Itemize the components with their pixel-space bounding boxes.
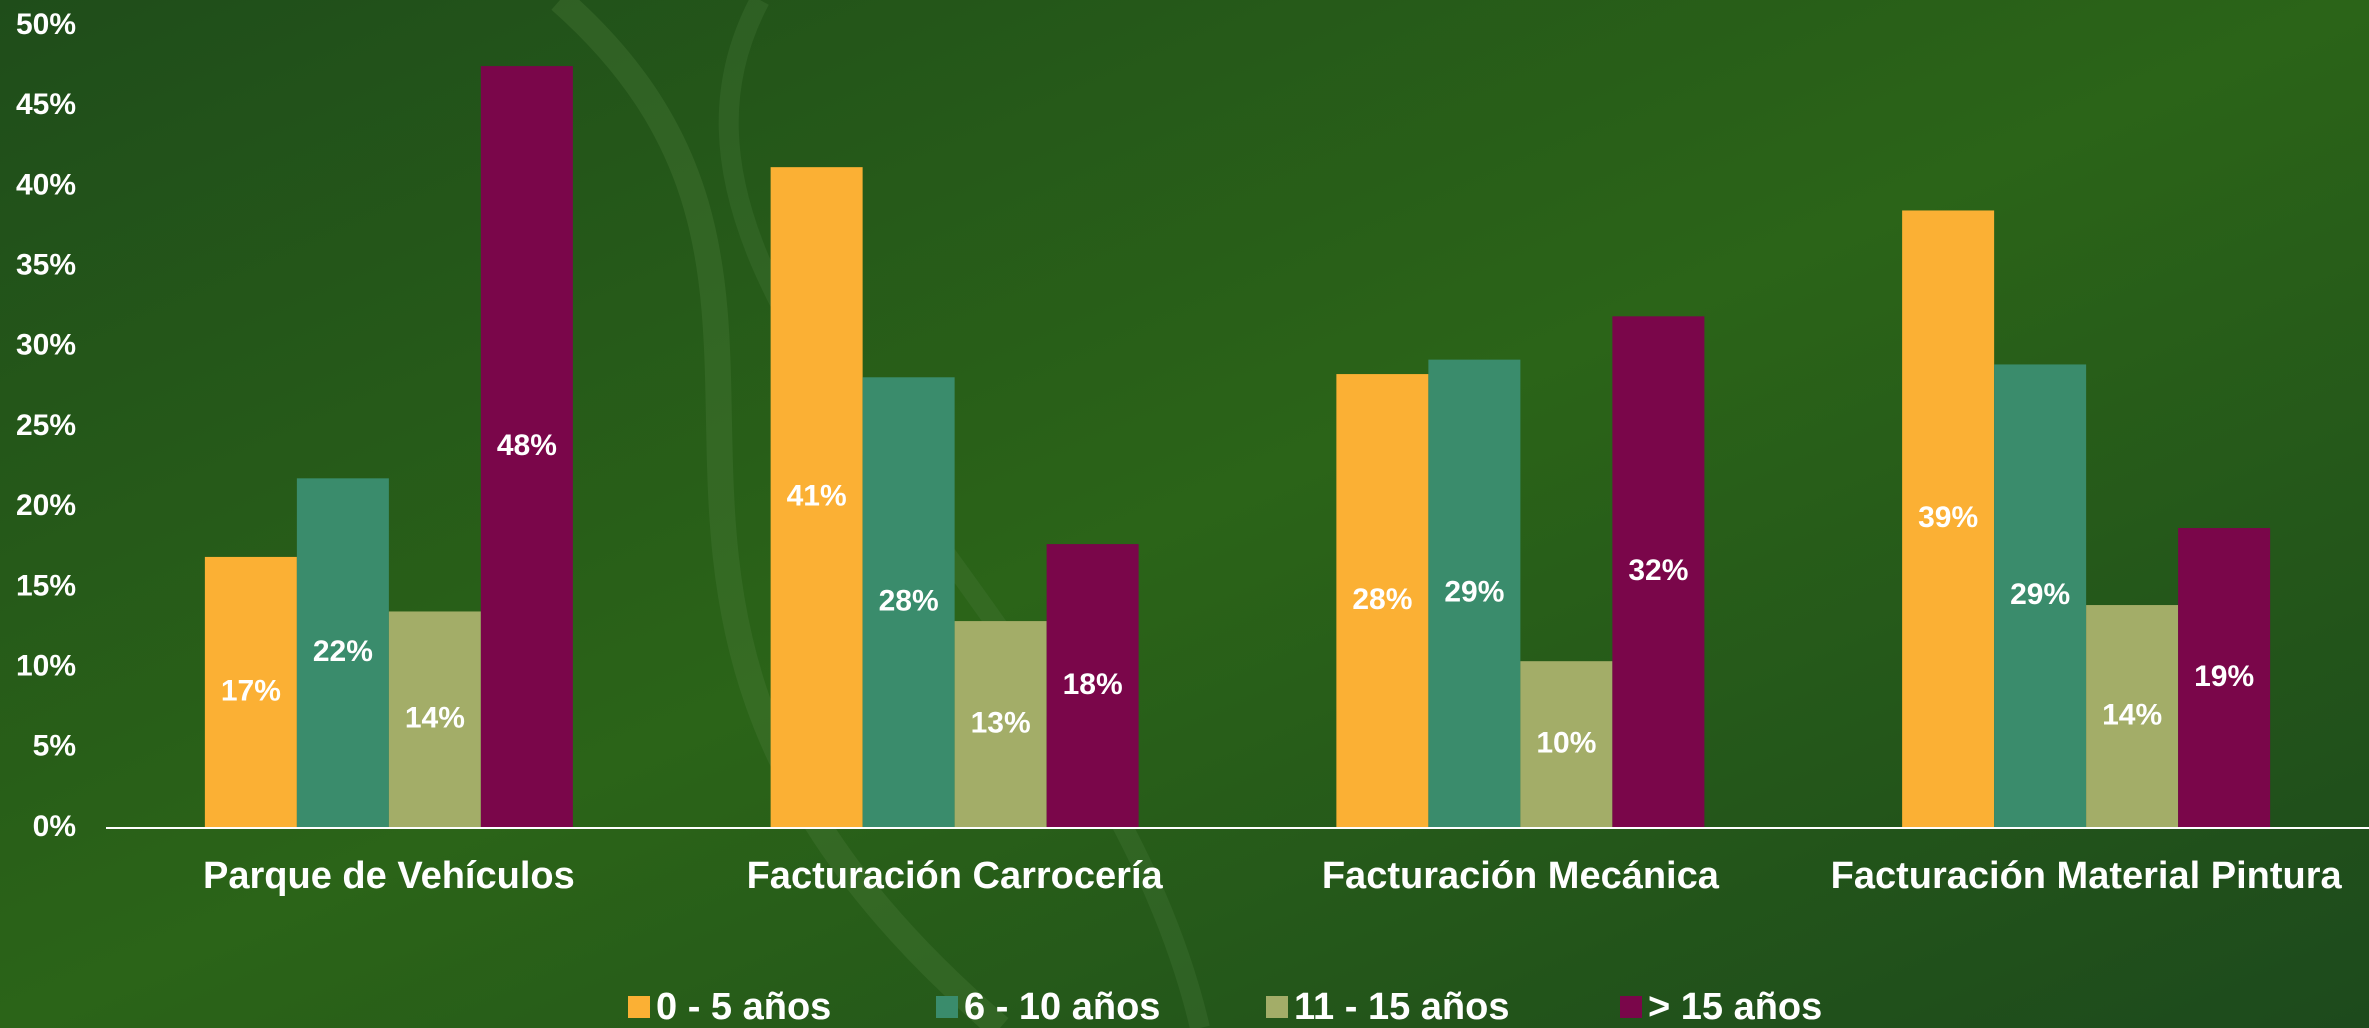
y-tick-label: 40% — [16, 168, 76, 201]
y-tick-label: 35% — [16, 249, 76, 282]
data-label: 39% — [1918, 501, 1978, 534]
chart: 0% 5% 10% 15% 20% 25% 30% 35% 40% 45% 50% 17% 22% 14%… — [0, 0, 2369, 1028]
x-tick-label: Facturación Material Pintura — [1831, 855, 2343, 897]
data-label: 41% — [787, 479, 847, 512]
x-tick-label: Facturación Carrocería — [747, 855, 1164, 897]
data-label: 17% — [221, 674, 281, 707]
data-label: 10% — [1536, 727, 1596, 760]
y-tick-label: 10% — [16, 650, 76, 683]
legend-swatch — [1620, 996, 1642, 1018]
data-label: 13% — [971, 706, 1031, 739]
legend-label: 11 - 15 años — [1294, 986, 1509, 1028]
legend-label: > 15 años — [1648, 986, 1822, 1028]
data-label: 29% — [1444, 576, 1504, 609]
y-tick-label: 0% — [33, 810, 76, 843]
legend-swatch — [1266, 996, 1288, 1018]
legend-label: 0 - 5 años — [656, 986, 831, 1028]
data-label: 19% — [2194, 660, 2254, 693]
data-label: 48% — [497, 429, 557, 462]
data-label: 28% — [1352, 583, 1412, 616]
y-tick-label: 20% — [16, 489, 76, 522]
x-tick-label: Facturación Mecánica — [1322, 855, 1720, 897]
legend-swatch — [628, 996, 650, 1018]
data-label: 32% — [1628, 554, 1688, 587]
data-label: 14% — [2102, 698, 2162, 731]
y-tick-label: 5% — [33, 730, 76, 763]
y-tick-label: 30% — [16, 329, 76, 362]
x-tick-label: Parque de Vehículos — [203, 855, 575, 897]
y-tick-label: 25% — [16, 409, 76, 442]
data-label: 22% — [313, 635, 373, 668]
legend-label: 6 - 10 años — [964, 986, 1160, 1028]
page: 0% 5% 10% 15% 20% 25% 30% 35% 40% 45% 50% 17% 22% 14%… — [0, 0, 2369, 1028]
data-label: 14% — [405, 702, 465, 735]
y-tick-label: 50% — [16, 8, 76, 41]
y-tick-label: 45% — [16, 88, 76, 121]
legend-swatch — [936, 996, 958, 1018]
data-label: 29% — [2010, 578, 2070, 611]
data-label: 18% — [1063, 668, 1123, 701]
y-tick-label: 15% — [16, 569, 76, 602]
data-label: 28% — [879, 585, 939, 618]
